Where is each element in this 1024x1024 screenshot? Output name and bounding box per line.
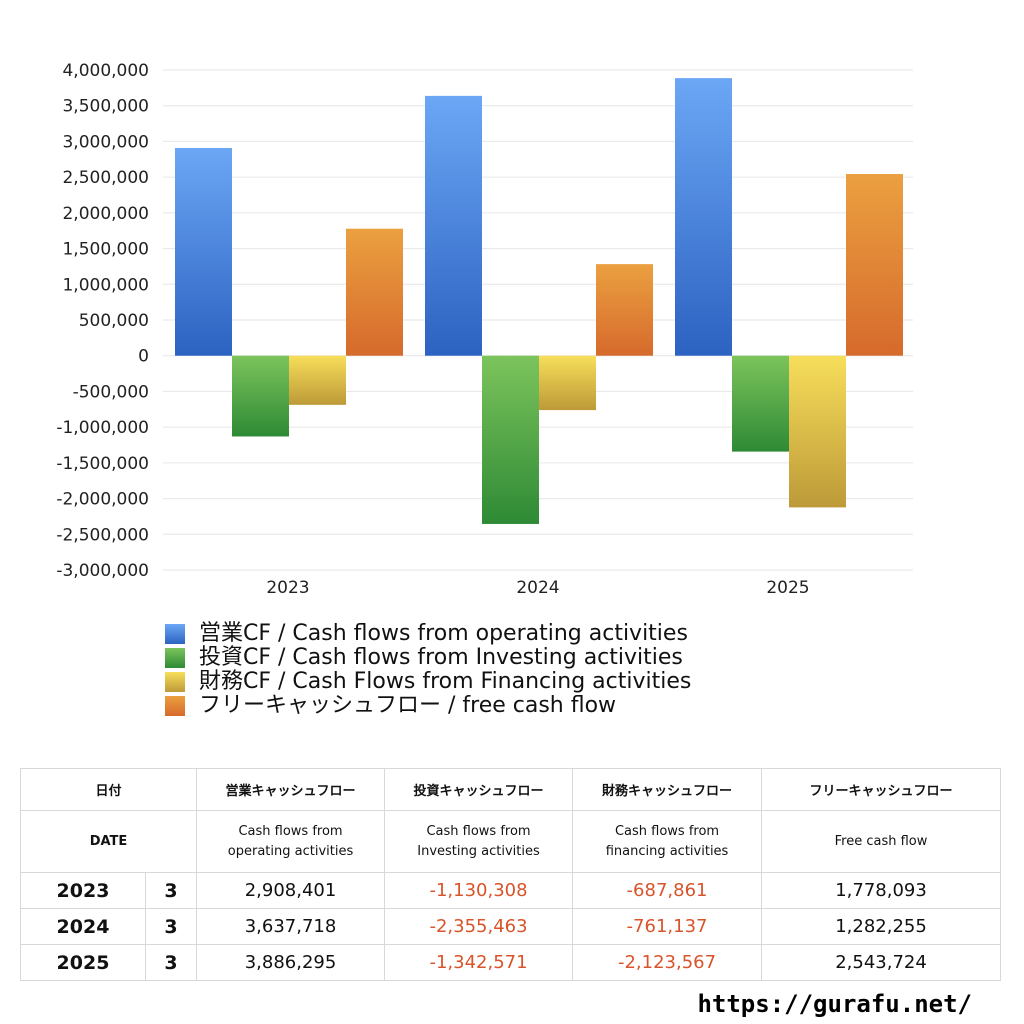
header-date-jp: 日付 <box>19 768 198 811</box>
y-tick-label: -1,000,000 <box>56 418 149 438</box>
header-operating-en-line1: Cash flows from <box>238 823 343 839</box>
header-free-cash-flow-en: Free cash flow <box>761 810 1002 873</box>
legend-item-financing: 財務CF / Cash Flows from Financing activit… <box>165 670 691 694</box>
row-month: 3 <box>144 908 198 945</box>
x-tick-label: 2024 <box>516 578 559 598</box>
y-tick-label: 1,000,000 <box>62 275 149 295</box>
row-free-cash-flow: 1,282,255 <box>761 908 1002 945</box>
legend-item-investing: 投資CF / Cash flows from Investing activit… <box>165 646 691 670</box>
header-date-en: DATE <box>19 810 198 873</box>
y-tick-label: -2,000,000 <box>56 490 149 510</box>
cash-flow-table: 日付 営業キャッシュフロー 投資キャッシュフロー 財務キャッシュフロー フリーキ… <box>19 768 1002 981</box>
bar <box>675 78 732 356</box>
table-header-row-en: DATE Cash flows from operating activities… <box>19 810 1002 873</box>
bar <box>289 355 346 405</box>
bar <box>425 95 482 356</box>
table-row: 2023 3 2,908,401 -1,130,308 -687,861 1,7… <box>20 872 1002 909</box>
row-investing: -2,355,463 <box>384 908 574 945</box>
header-operating-jp: 営業キャッシュフロー <box>196 768 386 811</box>
header-operating-en-line2: operating activities <box>227 843 354 859</box>
legend-swatch-free-cash-flow <box>165 696 185 716</box>
y-tick-label: 0 <box>138 347 149 367</box>
row-year: 2025 <box>20 944 146 981</box>
bar <box>789 355 846 508</box>
table-row: 2024 3 3,637,718 -2,355,463 -761,137 1,2… <box>20 908 1002 945</box>
row-year: 2024 <box>20 908 146 945</box>
row-operating: 3,637,718 <box>196 908 386 945</box>
legend-swatch-operating <box>165 624 185 644</box>
y-tick-label: 4,000,000 <box>62 61 149 81</box>
y-tick-label: 3,000,000 <box>62 132 149 152</box>
bar <box>732 355 789 452</box>
header-financing-jp: 財務キャッシュフロー <box>572 768 763 811</box>
site-url[interactable]: https://gurafu.net/ <box>697 990 972 1018</box>
row-free-cash-flow: 2,543,724 <box>761 944 1002 981</box>
legend-label-investing: 投資CF / Cash flows from Investing activit… <box>199 645 683 670</box>
legend-label-free-cash-flow: フリーキャッシュフロー / free cash flow <box>199 693 617 718</box>
header-investing-jp: 投資キャッシュフロー <box>384 768 574 811</box>
y-tick-label: 2,000,000 <box>62 204 149 224</box>
header-financing-en-line2: financing activities <box>605 843 729 859</box>
row-year: 2023 <box>20 872 146 909</box>
header-operating-en: Cash flows from operating activities <box>196 810 386 873</box>
y-tick-label: -2,500,000 <box>56 525 149 545</box>
row-month: 3 <box>144 872 198 909</box>
x-tick-label: 2023 <box>266 578 309 598</box>
header-free-cash-flow-jp: フリーキャッシュフロー <box>761 768 1002 811</box>
header-investing-en-line1: Cash flows from <box>426 823 531 839</box>
y-tick-label: 1,500,000 <box>62 240 149 260</box>
bar <box>846 174 903 356</box>
row-operating: 2,908,401 <box>196 872 386 909</box>
chart-legend: 営業CF / Cash flows from operating activit… <box>165 622 691 718</box>
bar <box>482 355 539 524</box>
legend-swatch-investing <box>165 648 185 668</box>
row-free-cash-flow: 1,778,093 <box>761 872 1002 909</box>
y-tick-label: -500,000 <box>73 382 149 402</box>
row-financing: -687,861 <box>572 872 763 909</box>
y-tick-label: -1,500,000 <box>56 454 149 474</box>
row-operating: 3,886,295 <box>196 944 386 981</box>
cash-flow-bar-chart: -3,000,000 -2,500,000 -2,000,000 -1,500,000… <box>56 61 913 598</box>
y-tick-label: 2,500,000 <box>62 168 149 188</box>
legend-swatch-financing <box>165 672 185 692</box>
bar <box>232 355 289 437</box>
bar <box>346 228 403 356</box>
bar <box>596 264 653 356</box>
y-tick-label: 500,000 <box>79 311 149 331</box>
header-investing-en: Cash flows from Investing activities <box>384 810 574 873</box>
row-investing: -1,342,571 <box>384 944 574 981</box>
header-investing-en-line2: Investing activities <box>417 843 540 859</box>
row-month: 3 <box>144 944 198 981</box>
table-row: 2025 3 3,886,295 -1,342,571 -2,123,567 2… <box>20 944 1002 981</box>
y-tick-label: -3,000,000 <box>56 561 149 581</box>
bar <box>175 147 232 356</box>
row-financing: -761,137 <box>572 908 763 945</box>
header-financing-en-line1: Cash flows from <box>614 823 720 839</box>
legend-item-operating: 営業CF / Cash flows from operating activit… <box>165 622 691 646</box>
header-financing-en: Cash flows from financing activities <box>572 810 763 873</box>
legend-item-free-cash-flow: フリーキャッシュフロー / free cash flow <box>165 694 691 718</box>
legend-label-operating: 営業CF / Cash flows from operating activit… <box>199 621 688 646</box>
x-tick-label: 2025 <box>766 578 809 598</box>
row-financing: -2,123,567 <box>572 944 763 981</box>
row-investing: -1,130,308 <box>384 872 574 909</box>
y-tick-label: 3,500,000 <box>62 97 149 117</box>
legend-label-financing: 財務CF / Cash Flows from Financing activit… <box>199 669 692 694</box>
table-header-row-jp: 日付 営業キャッシュフロー 投資キャッシュフロー 財務キャッシュフロー フリーキ… <box>19 768 1002 811</box>
bar <box>539 355 596 411</box>
